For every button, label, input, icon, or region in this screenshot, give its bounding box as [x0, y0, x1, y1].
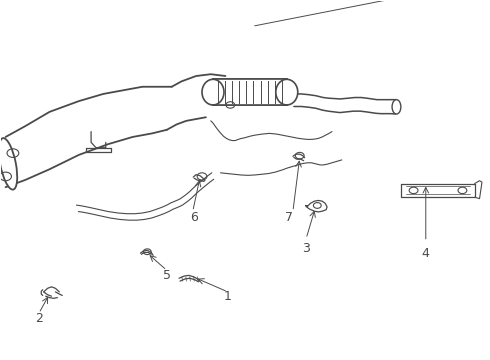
- Polygon shape: [213, 79, 287, 105]
- Polygon shape: [5, 87, 171, 187]
- Text: 4: 4: [422, 247, 430, 260]
- Text: 7: 7: [285, 211, 293, 224]
- Text: 1: 1: [224, 290, 232, 303]
- Polygon shape: [167, 74, 206, 130]
- Ellipse shape: [0, 138, 17, 190]
- Ellipse shape: [202, 79, 224, 105]
- Ellipse shape: [276, 79, 298, 105]
- Text: 6: 6: [190, 211, 197, 224]
- Text: 2: 2: [35, 311, 43, 325]
- Ellipse shape: [392, 100, 401, 114]
- Text: 3: 3: [302, 242, 310, 255]
- Text: 5: 5: [163, 269, 171, 282]
